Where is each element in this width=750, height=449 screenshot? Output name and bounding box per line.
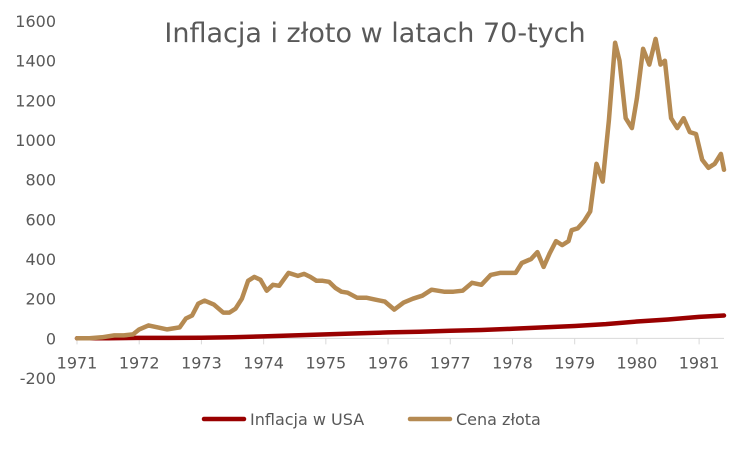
x-tick-label: 1978 (492, 353, 533, 372)
x-tick-label: 1980 (617, 353, 658, 372)
y-tick-label: 0 (46, 329, 56, 348)
x-tick-label: 1971 (57, 353, 98, 372)
series-line-1 (74, 313, 727, 341)
y-tick-label: -200 (20, 369, 56, 388)
legend-label: Cena złota (456, 410, 541, 429)
legend: Inflacja w USA Cena złota (201, 410, 541, 429)
chart-title: Inflacja i złoto w latach 70-tych (164, 18, 585, 49)
y-tick-label: 600 (25, 210, 56, 229)
x-tick-label: 1979 (554, 353, 595, 372)
x-axis: 1971 1972 1973 1974 1975 1976 1977 1978 1979 1980… (57, 337, 724, 372)
y-tick-label: 400 (25, 250, 56, 269)
x-tick-label: 1977 (430, 353, 471, 372)
y-tick-label: 1600 (15, 12, 56, 31)
y-tick-label: 800 (25, 171, 56, 190)
legend-label: Inflacja w USA (250, 410, 364, 429)
series-layer (74, 36, 727, 341)
y-axis: -200 0 200 400 600 800 1000 1200 1400 1600 (15, 12, 56, 388)
y-tick-label: 1400 (15, 52, 56, 71)
x-tick-label: 1976 (368, 353, 409, 372)
x-tick-label: 1981 (679, 353, 720, 372)
y-tick-label: 1000 (15, 131, 56, 150)
x-tick-label: 1975 (305, 353, 346, 372)
y-tick-label: 1200 (15, 91, 56, 110)
x-tick-label: 1972 (119, 353, 160, 372)
x-tick-label: 1973 (181, 353, 222, 372)
x-tick-label: 1974 (243, 353, 284, 372)
y-tick-label: 200 (25, 290, 56, 309)
series-line-2 (74, 36, 727, 341)
